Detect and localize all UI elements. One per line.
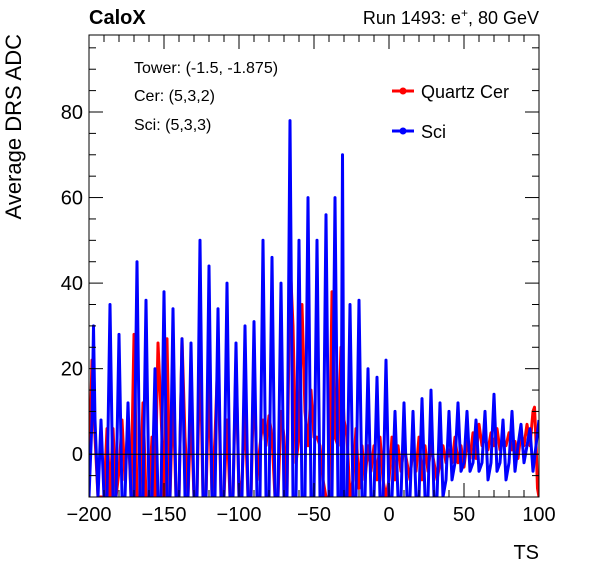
y-tick-label: 80 [61,102,83,124]
legend-label-sci: Sci [421,122,446,142]
legend-marker-sci [399,127,407,135]
tower-info: Tower: (-1.5, -1.875) Cer: (5,3,2) Sci: … [134,60,278,134]
info-line-tower: Tower: (-1.5, -1.875) [134,60,278,77]
x-tick-label: 100 [522,504,555,526]
legend-marker-quartz-cer [399,87,407,95]
x-tick-label: 50 [453,504,475,526]
y-tick-label: 60 [61,188,83,210]
y-tick-label: 20 [61,359,83,381]
series-layer [89,119,539,497]
y-tick-label: 0 [72,444,83,466]
header-left: CaloX [89,7,146,29]
legend: Quartz Cer Sci [392,82,509,142]
legend-label-quartz-cer: Quartz Cer [421,82,509,102]
x-tick-label: −200 [66,504,111,526]
x-tick-label: −100 [216,504,261,526]
header-right-prefix: Run 1493: e [363,8,461,28]
info-line-cer: Cer: (5,3,2) [134,88,215,105]
axis-ticks: −200 −150 −100 −50 0 50 100 0 20 40 60 80 [61,35,556,526]
header-right: Run 1493: e+, 80 GeV [363,6,539,28]
header-right-suffix: , 80 GeV [468,8,539,28]
x-tick-label: 0 [383,504,394,526]
info-line-sci: Sci: (5,3,3) [134,117,211,134]
x-axis-title: TS [513,542,539,564]
y-axis-title: Average DRS ADC [1,34,26,220]
x-tick-label: −150 [141,504,186,526]
y-tick-label: 40 [61,273,83,295]
series-line-sci [89,119,539,497]
x-tick-label: −50 [297,504,331,526]
header-right-sup: + [461,6,468,20]
